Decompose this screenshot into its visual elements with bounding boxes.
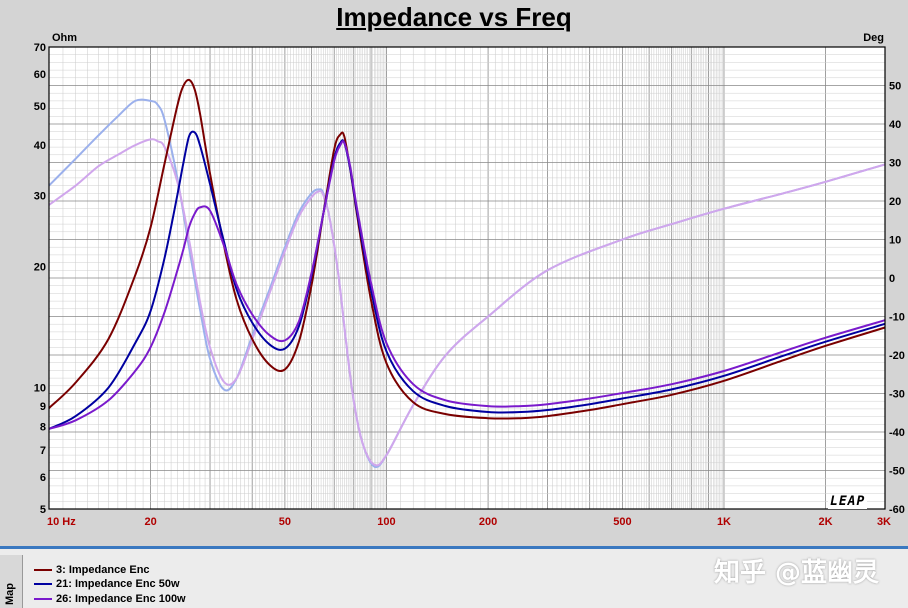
series-line-5 — [48, 138, 886, 467]
watermark: 知乎 @蓝幽灵 — [714, 558, 880, 588]
x-tick-label: 1K — [717, 516, 731, 528]
leap-logo: LEAP — [828, 494, 868, 509]
y-left-tick-label: 50 — [34, 101, 46, 113]
y-left-tick-label: 7 — [40, 445, 46, 457]
y-left-tick-label: 40 — [34, 140, 46, 152]
y-left-tick-label: 8 — [40, 422, 46, 434]
y-left-tick-label: 9 — [40, 401, 46, 413]
x-tick-label: 20 — [144, 516, 156, 528]
y-right-tick-label: 10 — [889, 235, 901, 247]
y-right-tick-label: 20 — [889, 196, 901, 208]
x-tick-label: 100 — [377, 516, 395, 528]
y-left-tick-label: 6 — [40, 472, 46, 484]
map-tab[interactable]: Map — [0, 555, 23, 608]
y-left-tick-label: 10 — [34, 383, 46, 395]
x-tick-label: 10 Hz — [47, 516, 76, 528]
y-right-tick-label: 30 — [889, 158, 901, 170]
y-left-axis-label: Ohm — [52, 32, 77, 44]
x-tick-label: 50 — [279, 516, 291, 528]
legend-panel: Map 3: Impedance Enc 21: Impedance Enc 5… — [0, 546, 908, 608]
legend-label: 26: Impedance Enc 100w — [56, 593, 186, 605]
legend-item-3: 3: Impedance Enc — [34, 563, 150, 577]
impedance-chart: 5 6 7 8 9 10 20 30 40 50 60 70 -60 -50 -40 -30 -20 -10 0 10… — [34, 32, 905, 528]
series-layer — [48, 78, 886, 469]
y-right-tick-label: 0 — [889, 273, 895, 285]
y-right-tick-label: -40 — [889, 427, 905, 439]
y-right-tick-label: -60 — [889, 504, 905, 516]
x-tick-label: 2K — [819, 516, 833, 528]
x-tick-label: 500 — [613, 516, 631, 528]
y-left-tick-label: 30 — [34, 190, 46, 202]
plot-frame — [48, 46, 886, 510]
series-line-3 — [48, 140, 886, 430]
y-right-tick-label: 50 — [889, 81, 901, 93]
legend-item-21: 21: Impedance Enc 50w — [34, 577, 180, 591]
legend-swatch — [34, 583, 52, 585]
y-left-tick-label: 70 — [34, 42, 46, 54]
y-left-tick-label: 5 — [40, 504, 46, 516]
legend-item-26: 26: Impedance Enc 100w — [34, 592, 186, 606]
x-tick-label: 200 — [479, 516, 497, 528]
y-left-tick-label: 20 — [34, 261, 46, 273]
legend-label: 3: Impedance Enc — [56, 564, 150, 576]
legend-swatch — [34, 598, 52, 600]
y-right-tick-label: -30 — [889, 389, 905, 401]
y-right-tick-label: -10 — [889, 312, 905, 324]
chart-title: Impedance vs Freq — [336, 2, 572, 32]
legend-swatch — [34, 569, 52, 571]
y-right-tick-label: -20 — [889, 350, 905, 362]
x-tick-label: 3K — [877, 516, 891, 528]
map-tab-label: Map — [4, 583, 16, 605]
tick-labels: 5 6 7 8 9 10 20 30 40 50 60 70 -60 -50 -40 -30 -20 -10 0 10… — [34, 42, 905, 528]
y-right-axis-label: Deg — [863, 32, 884, 44]
grid-lines — [48, 46, 886, 510]
y-right-tick-label: -50 — [889, 466, 905, 478]
y-right-tick-label: 40 — [889, 119, 901, 131]
legend-label: 21: Impedance Enc 50w — [56, 578, 180, 590]
y-left-tick-label: 60 — [34, 69, 46, 81]
